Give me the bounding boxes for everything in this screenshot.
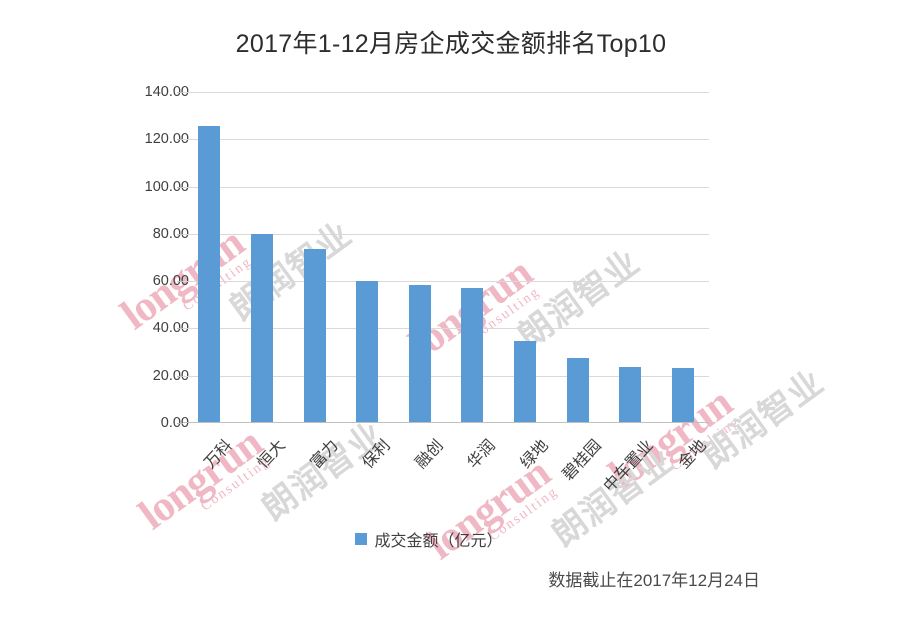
data-cutoff-note: 数据截止在2017年12月24日 <box>548 571 760 590</box>
bar <box>250 233 273 423</box>
y-tick-mark <box>177 375 183 377</box>
y-axis-tick-label: 140.00 <box>144 84 189 100</box>
y-tick-mark <box>177 233 183 235</box>
x-axis-tick-label: 中车置业 <box>600 437 657 496</box>
bar <box>461 287 484 423</box>
y-axis-tick-label: 100.00 <box>144 178 189 195</box>
y-axis-tick-label: 40.00 <box>152 320 189 337</box>
y-axis-tick-label: 120.00 <box>144 131 189 148</box>
y-axis-tick-label: 60.00 <box>152 273 189 290</box>
y-axis-tick-label: 80.00 <box>152 225 189 242</box>
y-tick-mark <box>177 186 183 188</box>
plot-area <box>177 92 709 424</box>
gridline <box>183 281 709 283</box>
x-axis-tick-label: 保利 <box>359 437 394 473</box>
x-axis-tick-label: 融创 <box>412 437 447 473</box>
watermark-longrun: longrun Consulting <box>418 448 564 576</box>
watermark-longrun-main: longrun <box>418 449 559 569</box>
bar <box>198 125 221 423</box>
y-axis-tick-label: 0.00 <box>160 415 189 431</box>
bar <box>408 284 431 423</box>
gridline <box>183 186 709 188</box>
x-axis-tick-label: 华润 <box>464 437 500 473</box>
watermark-longrun-main: longrun <box>130 419 271 539</box>
x-axis-tick-label: 恒大 <box>254 437 289 473</box>
gridline <box>183 92 709 93</box>
x-axis-tick-label: 金地 <box>675 437 710 473</box>
gridline <box>183 375 709 377</box>
bar <box>566 357 589 423</box>
bar <box>356 281 379 423</box>
x-axis-tick-label: 绿地 <box>517 437 552 473</box>
y-tick-mark <box>177 139 183 141</box>
watermark-langrun-cjk: 朗润智业 <box>695 362 831 477</box>
y-tick-mark <box>177 92 183 93</box>
x-axis-tick-label: 富力 <box>307 437 342 473</box>
gridline <box>183 233 709 235</box>
y-axis-tick-label: 20.00 <box>152 367 189 384</box>
bar <box>303 248 326 423</box>
x-axis-line <box>183 422 709 423</box>
bar <box>513 340 536 423</box>
legend-label: 成交金额（亿元） <box>374 533 503 550</box>
chart-title: 2017年1-12月房企成交金额排名Top10 <box>235 30 667 58</box>
gridline <box>183 328 709 330</box>
chart-legend: 成交金额（亿元） <box>0 527 902 551</box>
y-tick-mark <box>177 328 183 330</box>
gridline <box>183 139 709 141</box>
bar <box>619 366 642 423</box>
bar <box>671 368 694 423</box>
y-tick-mark <box>177 423 183 424</box>
legend-swatch-icon <box>355 533 368 545</box>
y-tick-mark <box>177 281 183 283</box>
x-axis-tick-label: 万科 <box>201 437 237 473</box>
